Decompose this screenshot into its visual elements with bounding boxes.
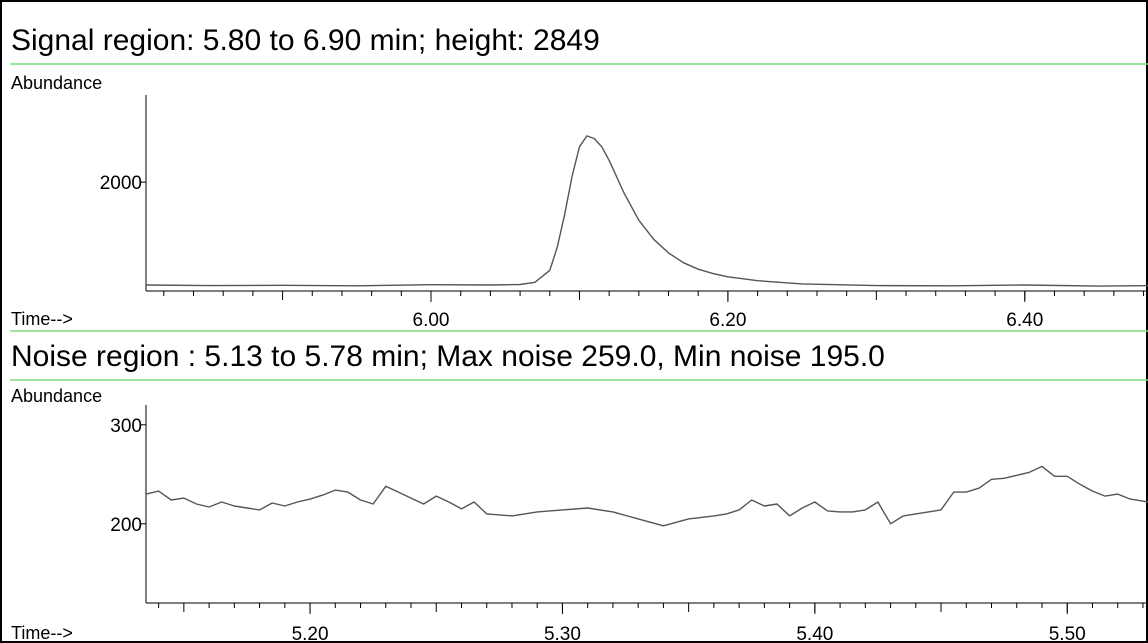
noise-region-title: Noise region : 5.13 to 5.78 min; Max noi… [11, 340, 885, 373]
signal-chart: 6.00 6.20 6.40 2000 [100, 95, 1148, 331]
signal-x-tick-label: 6.20 [709, 310, 746, 331]
signal-x-axis-label: Time--> [11, 309, 73, 329]
noise-trace-line [145, 465, 1148, 527]
noise-y-tick-label: 200 [110, 515, 142, 536]
signal-x-tick-label: 6.00 [413, 310, 450, 331]
signal-region-title: Signal region: 5.80 to 6.90 min; height:… [11, 24, 600, 57]
noise-y-tick-label: 300 [110, 416, 142, 437]
noise-x-tick-label: 5.50 [1049, 624, 1086, 643]
noise-x-tick-label: 5.20 [292, 624, 329, 643]
signal-x-tick-label: 6.40 [1006, 310, 1043, 331]
noise-x-tick-label: 5.30 [544, 624, 581, 643]
noise-x-tick-label: 5.40 [796, 624, 833, 643]
signal-y-axis-label: Abundance [11, 73, 103, 93]
noise-x-axis-label: Time--> [11, 623, 73, 643]
signal-trace-line [145, 135, 1148, 287]
noise-y-axis-label: Abundance [11, 386, 103, 406]
signal-y-tick-label: 2000 [100, 173, 142, 194]
noise-chart: 5.20 5.30 5.40 5.50 200 300 [110, 405, 1148, 643]
